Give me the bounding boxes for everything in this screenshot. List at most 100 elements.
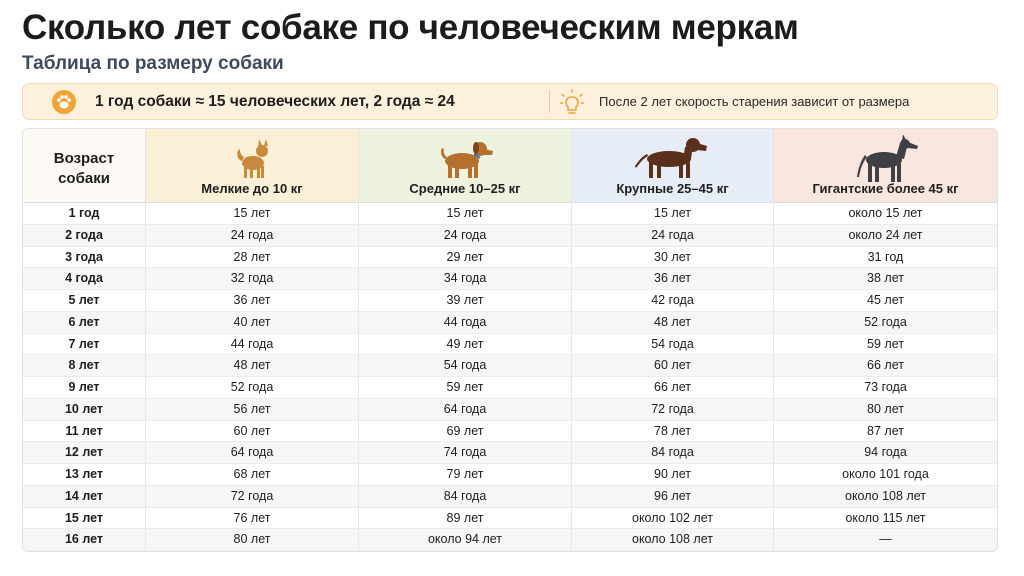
table-row: 5 лет 36 лет 39 лет 42 года 45 лет	[23, 290, 997, 312]
human-age-cell: 64 года	[359, 398, 572, 420]
human-age-cell: 28 лет	[146, 246, 359, 268]
header-label: Средние 10–25 кг	[409, 181, 521, 196]
human-age-cell: 89 лет	[359, 507, 572, 529]
paw-icon	[52, 90, 76, 114]
table-row: 2 года 24 года 24 года 24 года около 24 лет	[23, 224, 997, 247]
human-age-cell: 54 года	[572, 333, 774, 355]
size-header: Крупные 25–45 кг	[572, 129, 774, 203]
human-age-cell: 76 лет	[146, 507, 359, 529]
table-row: 7 лет 44 года 49 лет 54 года 59 лет	[23, 333, 997, 356]
human-age-cell: 42 года	[572, 290, 774, 311]
human-age-cell: 74 года	[359, 442, 572, 463]
age-cell: 9 лет	[23, 377, 146, 398]
bulb-icon	[559, 89, 585, 114]
human-age-cell: 48 лет	[146, 355, 359, 376]
table-row: 15 лет 76 лет 89 лет около 102 лет около 115…	[23, 507, 997, 530]
human-age-cell: 32 года	[146, 268, 359, 289]
human-age-cell: 64 года	[146, 442, 359, 463]
age-cell: 15 лет	[23, 507, 146, 529]
small-dog-icon	[237, 139, 268, 178]
table-row: 13 лет 68 лет 79 лет 90 лет около 101 года	[23, 464, 997, 486]
human-age-cell: 36 лет	[146, 290, 359, 311]
table-row: 6 лет 40 лет 44 года 48 лет 52 года	[23, 311, 997, 334]
banner-fact: 1 год собаки ≈ 15 человеческих лет, 2 го…	[95, 93, 455, 110]
table-row: 3 года 28 лет 29 лет 30 лет 31 год	[23, 246, 997, 269]
human-age-cell: около 108 лет	[572, 529, 774, 550]
human-age-cell: около 101 года	[842, 467, 929, 481]
human-age-cell: 44 года	[359, 311, 572, 333]
subtitle: Таблица по размеру собаки	[22, 53, 284, 74]
age-cell: 14 лет	[23, 485, 146, 507]
human-age-cell: 66 лет	[572, 377, 774, 398]
human-age-cell: 84 года	[572, 442, 774, 463]
table-row: 16 лет 80 лет около 94 лет около 108 лет —	[23, 529, 997, 551]
human-age-cell: 48 лет	[572, 311, 774, 333]
human-age-cell: 44 года	[146, 333, 359, 355]
human-age-cell: 45 лет	[867, 293, 904, 307]
age-cell: 4 года	[23, 268, 146, 289]
human-age-cell: 60 лет	[572, 355, 774, 376]
banner-note: После 2 лет скорость старения зависит от…	[599, 94, 910, 109]
divider	[549, 90, 550, 113]
human-age-cell: 56 лет	[146, 398, 359, 420]
info-banner: 1 год собаки ≈ 15 человеческих лет, 2 го…	[22, 83, 998, 120]
human-age-cell: 38 лет	[867, 271, 904, 286]
human-age-cell: 79 лет	[359, 464, 572, 485]
human-age-cell: 72 года	[572, 398, 774, 420]
human-age-cell: 15 лет	[572, 203, 774, 224]
age-cell: 3 года	[23, 246, 146, 268]
human-age-cell: 68 лет	[146, 464, 359, 485]
table-row: 8 лет 48 лет 54 года 60 лет 66 лет	[23, 355, 997, 377]
human-age-cell: 15 лет	[146, 203, 359, 224]
human-age-cell: 29 лет	[359, 246, 572, 268]
table-row: 9 лет 52 года 59 лет 66 лет 73 года	[23, 377, 997, 399]
human-age-cell: около 102 лет	[572, 507, 774, 529]
human-age-cell: 31 год	[867, 249, 904, 264]
human-age-cell: 96 лет	[572, 485, 774, 507]
age-cell: 1 год	[23, 203, 146, 224]
age-cell: 13 лет	[23, 464, 146, 485]
human-age-cell: около 94 лет	[359, 529, 572, 550]
age-header: Возраст собаки	[23, 129, 146, 203]
human-age-cell: 59 лет	[359, 377, 572, 398]
human-age-cell: 80 лет	[867, 401, 904, 416]
human-age-cell: 94 года	[864, 445, 907, 460]
human-age-cell: 49 лет	[359, 333, 572, 355]
title: Сколько лет собаке по человеческим мерка…	[22, 8, 799, 47]
table-row: 11 лет 60 лет 69 лет 78 лет 87 лет	[23, 420, 997, 443]
giant-dog-icon	[856, 135, 918, 182]
human-age-cell: около 115 лет	[845, 510, 926, 525]
human-age-cell: 30 лет	[572, 246, 774, 268]
human-age-cell: 90 лет	[572, 464, 774, 485]
human-age-cell: 80 лет	[146, 529, 359, 550]
medium-dog-icon	[441, 142, 493, 178]
age-cell: 5 лет	[23, 290, 146, 311]
human-age-cell: 72 года	[146, 485, 359, 507]
size-header: Средние 10–25 кг	[359, 129, 572, 203]
table-row: 10 лет 56 лет 64 года 72 года 80 лет	[23, 398, 997, 421]
human-age-cell: 52 года	[146, 377, 359, 398]
human-age-cell: 73 года	[864, 380, 907, 394]
large-dog-icon	[634, 138, 707, 178]
header-label: Гигантские более 45 кг	[812, 181, 959, 196]
human-age-cell: 24 года	[359, 224, 572, 246]
human-age-cell: —	[879, 532, 892, 547]
age-cell: 7 лет	[23, 333, 146, 355]
human-age-cell: 87 лет	[867, 423, 904, 438]
table-row: 12 лет 64 года 74 года 84 года 94 года	[23, 442, 997, 464]
human-age-cell: 59 лет	[867, 336, 904, 351]
header-label: Крупные 25–45 кг	[616, 181, 729, 196]
human-age-cell: 24 года	[146, 224, 359, 246]
human-age-cell: 84 года	[359, 485, 572, 507]
table-row: 1 год 15 лет 15 лет 15 лет около 15 лет	[23, 203, 997, 225]
human-age-cell: 69 лет	[359, 420, 572, 442]
header-label: Возраст собаки	[53, 150, 115, 187]
human-age-cell: 54 года	[359, 355, 572, 376]
age-cell: 2 года	[23, 224, 146, 246]
age-cell: 12 лет	[23, 442, 146, 463]
size-header: Мелкие до 10 кг	[146, 129, 359, 203]
human-age-cell: 34 года	[359, 268, 572, 289]
human-age-cell: 40 лет	[146, 311, 359, 333]
